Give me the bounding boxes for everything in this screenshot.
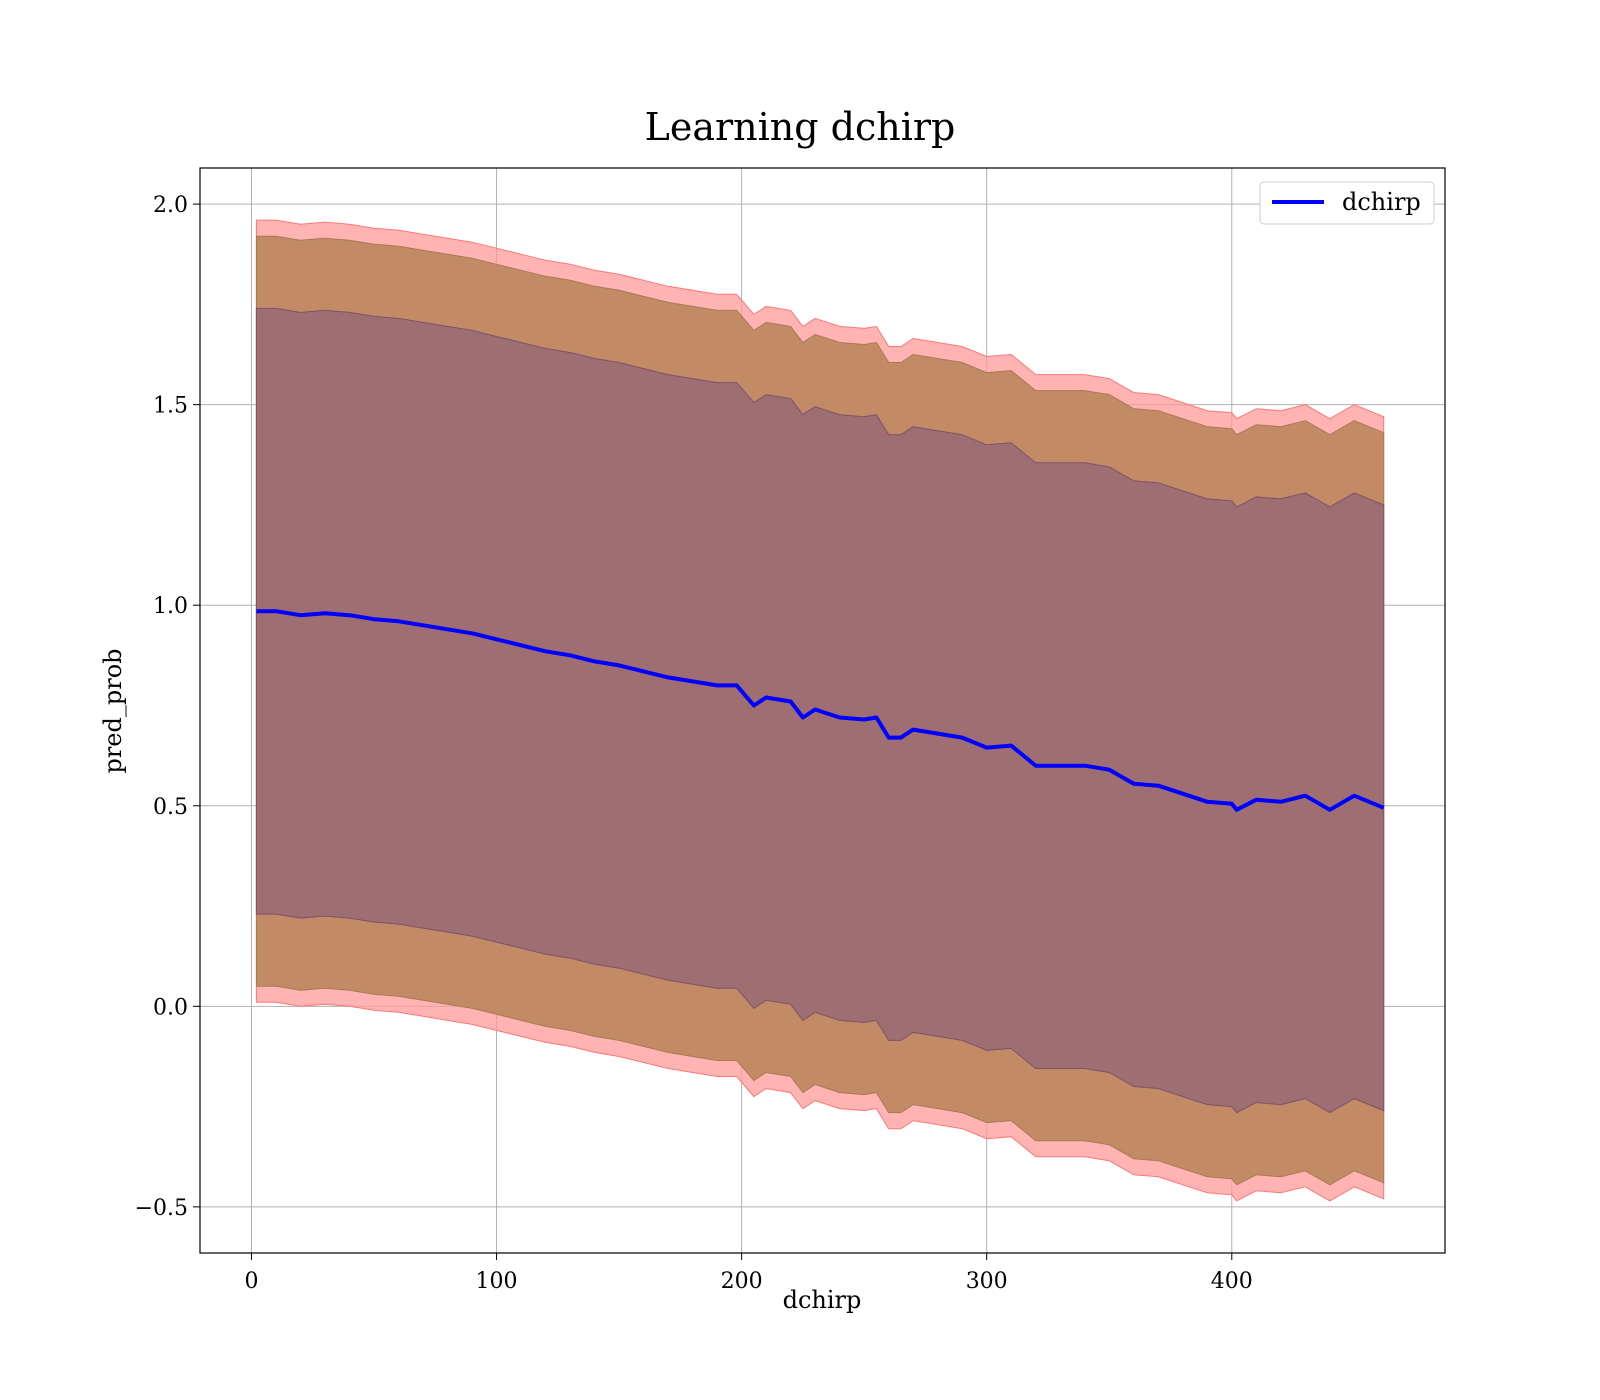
chart-title: Learning dchirp (645, 105, 956, 149)
series-line-dchirp (256, 609, 1385, 812)
y-tick-label-4: 1.5 (153, 394, 188, 419)
x-tick-label-1: 100 (476, 1269, 518, 1294)
x-tick-label-4: 400 (1211, 1269, 1253, 1294)
x-tick-label-3: 300 (966, 1269, 1008, 1294)
y-tick-label-2: 0.5 (153, 795, 188, 820)
x-axis-label: dchirp (783, 1286, 862, 1314)
y-tick-label-1: 0.0 (153, 995, 188, 1020)
x-tick-label-0: 0 (244, 1269, 258, 1294)
x-tick-label-2: 200 (721, 1269, 763, 1294)
y-axis-ticks: −0.5 0.0 0.5 1.0 1.5 2.0 (135, 193, 200, 1221)
legend: dchirp (1259, 181, 1435, 225)
y-tick-label-0: −0.5 (135, 1196, 188, 1221)
legend-box (1259, 181, 1435, 225)
legend-entry-dchirp: dchirp (1342, 188, 1421, 216)
series-lines (256, 609, 1385, 812)
plot-frame (199, 167, 1446, 1254)
y-tick-label-3: 1.0 (153, 594, 188, 619)
x-axis-ticks: 0 100 200 300 400 (244, 1253, 1253, 1294)
y-axis-label: pred_prob (99, 648, 127, 773)
y-tick-label-5: 2.0 (153, 193, 188, 218)
